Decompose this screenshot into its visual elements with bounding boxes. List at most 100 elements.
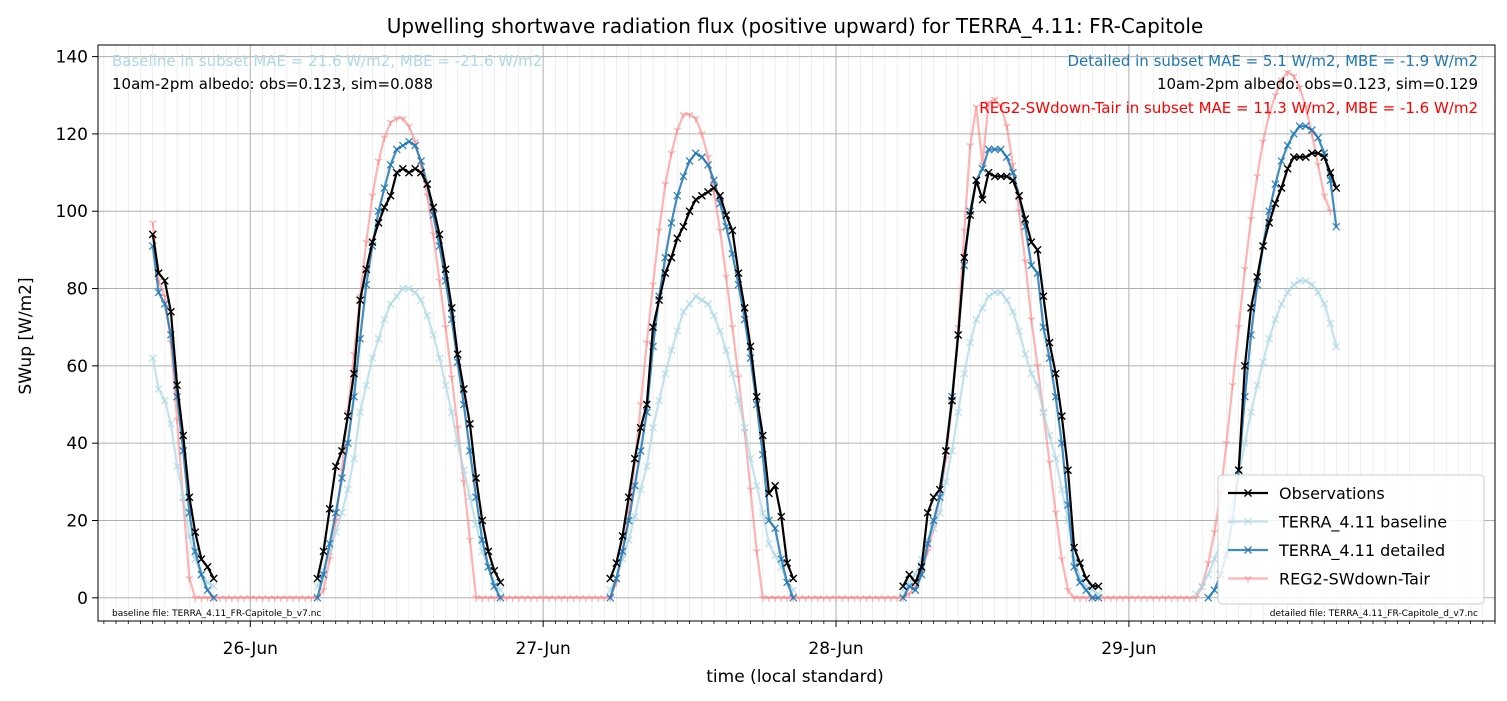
data-point	[764, 516, 773, 525]
marker-stroke	[365, 239, 371, 243]
data-point	[1271, 315, 1280, 324]
data-point	[1057, 412, 1066, 421]
marker-stroke	[1210, 529, 1215, 533]
marker-stroke	[582, 595, 587, 599]
data-point	[1210, 555, 1219, 564]
marker-stroke	[734, 396, 743, 405]
data-point	[1039, 323, 1048, 332]
data-point	[368, 193, 377, 200]
data-point	[1295, 276, 1304, 285]
data-point	[929, 516, 938, 525]
marker-stroke	[472, 473, 481, 482]
x-tick-label: 29-Jun	[1101, 639, 1156, 659]
data-point	[417, 168, 426, 177]
marker-stroke	[1265, 207, 1274, 216]
data-point	[459, 385, 468, 394]
data-point	[1210, 586, 1219, 595]
data-point	[636, 446, 645, 455]
data-point	[484, 562, 493, 571]
marker-stroke	[508, 595, 514, 599]
data-point	[398, 164, 407, 173]
marker-stroke	[1027, 238, 1036, 247]
data-point	[1002, 123, 1011, 131]
marker-stroke	[1289, 280, 1298, 289]
data-point	[624, 493, 633, 502]
marker-stroke	[356, 408, 365, 417]
marker-stroke	[1277, 300, 1286, 309]
marker-stroke	[1293, 73, 1298, 77]
marker-stroke	[1070, 595, 1075, 599]
data-point	[667, 346, 676, 355]
marker-stroke	[191, 547, 200, 556]
marker-stroke	[789, 574, 798, 583]
marker-stroke	[197, 595, 202, 599]
data-point	[496, 593, 505, 602]
data-point	[673, 191, 682, 200]
marker-stroke	[783, 559, 792, 568]
x-tick-label: 26-Jun	[223, 639, 278, 659]
marker-stroke	[978, 162, 983, 166]
marker-stroke	[997, 104, 1002, 108]
data-point	[203, 562, 212, 571]
marker-stroke	[722, 346, 731, 355]
marker-stroke	[722, 222, 731, 231]
data-point	[343, 439, 352, 448]
marker-stroke	[453, 439, 462, 448]
data-point	[405, 137, 414, 146]
marker-stroke	[1037, 363, 1042, 367]
marker-stroke	[1167, 595, 1173, 599]
marker-stroke	[411, 288, 420, 297]
data-point	[642, 462, 651, 471]
data-point	[704, 160, 713, 169]
marker-stroke	[1289, 129, 1298, 138]
marker-stroke	[1015, 191, 1024, 200]
marker-stroke	[1226, 440, 1231, 444]
marker-stroke	[337, 473, 346, 482]
marker-stroke	[197, 570, 206, 579]
marker-stroke	[1332, 184, 1341, 193]
marker-stroke	[1031, 316, 1036, 321]
marker-stroke	[447, 408, 456, 417]
marker-stroke	[728, 324, 733, 328]
marker-stroke	[289, 595, 294, 599]
marker-stroke	[783, 578, 792, 587]
marker-stroke	[405, 284, 414, 293]
marker-stroke	[408, 123, 413, 127]
data-point	[978, 164, 987, 173]
data-point	[197, 570, 206, 579]
marker-stroke	[1287, 69, 1292, 73]
marker-stroke	[868, 595, 873, 599]
data-point	[1241, 266, 1249, 274]
data-point	[1191, 589, 1200, 598]
marker-stroke	[343, 485, 352, 494]
data-point	[734, 374, 743, 382]
data-point	[771, 481, 780, 490]
marker-stroke	[191, 528, 200, 537]
marker-stroke	[758, 595, 764, 599]
data-point	[948, 446, 957, 455]
data-point	[984, 168, 993, 177]
marker-stroke	[1155, 595, 1160, 599]
data-point	[740, 423, 749, 432]
marker-stroke	[469, 537, 474, 541]
data-point	[972, 176, 981, 185]
marker-stroke	[343, 439, 352, 448]
data-point	[1021, 350, 1030, 359]
plot-series	[148, 69, 1341, 602]
marker-stroke	[1262, 139, 1267, 143]
marker-stroke	[447, 374, 453, 379]
data-point	[1314, 288, 1323, 297]
marker-stroke	[313, 582, 322, 591]
marker-stroke	[673, 127, 678, 131]
marker-stroke	[313, 593, 322, 602]
marker-stroke	[978, 164, 987, 173]
data-point	[325, 504, 334, 513]
marker-stroke	[1061, 556, 1066, 560]
marker-stroke	[372, 193, 377, 197]
data-point	[685, 207, 694, 216]
marker-stroke	[789, 593, 798, 602]
data-point	[661, 369, 670, 378]
marker-stroke	[362, 239, 367, 243]
marker-stroke	[349, 454, 358, 463]
data-point	[337, 508, 346, 517]
